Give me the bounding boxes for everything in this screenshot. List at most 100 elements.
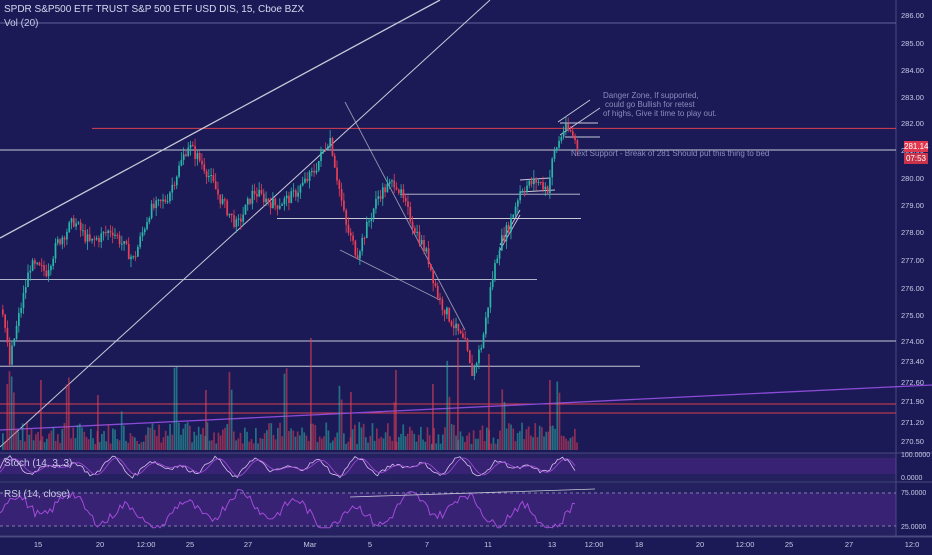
volume-bar (105, 441, 108, 450)
candle-body (420, 239, 423, 245)
candle-body (61, 237, 64, 245)
volume-bar (384, 432, 387, 450)
candle-body (82, 230, 84, 232)
volume-bar (54, 441, 57, 450)
candle-body (416, 231, 419, 233)
candle-body (381, 187, 384, 199)
stoch-k-line (0, 455, 576, 479)
candle-body (439, 297, 441, 300)
time-axis-label: 18 (635, 540, 643, 549)
candle-body (212, 174, 215, 182)
volume-bar (208, 440, 211, 450)
volume-bar (461, 436, 464, 450)
volume-bar (294, 436, 297, 450)
volume-bar (228, 372, 231, 450)
trendline (499, 209, 521, 246)
volume-bar (2, 433, 4, 450)
volume-bar (503, 401, 506, 450)
price-axis-label: 276.00 (901, 284, 924, 293)
volume-bar (325, 422, 328, 450)
volume-bar (76, 425, 79, 450)
volume-bar (30, 429, 33, 450)
volume-bar (525, 429, 528, 450)
volume-bar (250, 439, 253, 450)
candle-body (308, 171, 311, 181)
stoch-axis-label: 100.0000 (901, 452, 930, 459)
volume-bar (347, 441, 350, 450)
candle-body (244, 204, 247, 215)
candle-body (196, 153, 199, 159)
volume-bar (543, 436, 545, 450)
volume-bar (534, 423, 537, 450)
candle-body (178, 165, 180, 177)
candle-body (116, 234, 119, 236)
volume-bar (160, 442, 163, 450)
volume-bar (512, 428, 515, 450)
volume-bar (411, 430, 413, 450)
volume-bar (327, 430, 330, 450)
volume-bar (65, 384, 68, 450)
candle-body (368, 221, 370, 223)
candle-body (265, 198, 267, 203)
time-axis-label: 20 (96, 540, 104, 549)
volume-bar (422, 439, 424, 450)
candle-body (459, 330, 462, 334)
candle-body (4, 314, 6, 328)
time-axis-label: 25 (186, 540, 194, 549)
candle-body (230, 213, 233, 216)
volume-bar (131, 436, 134, 450)
candle-body (84, 230, 87, 242)
volume-bar (389, 436, 391, 450)
candle-body (164, 199, 167, 203)
candle-body (240, 218, 242, 222)
candle-body (436, 285, 439, 298)
candle-body (386, 183, 389, 193)
candle-body (166, 201, 169, 203)
candle-body (347, 224, 350, 233)
volume-bar (261, 438, 264, 450)
volume-bar (532, 437, 534, 450)
chart-title: SPDR S&P500 ETF TRUST S&P 500 ETF USD DI… (4, 4, 305, 15)
candle-body (269, 202, 272, 209)
volume-bar (263, 433, 266, 450)
candle-body (77, 222, 80, 224)
candle-body (450, 321, 453, 326)
volume-bar (32, 440, 35, 450)
volume-bar (310, 338, 312, 450)
candle-body (496, 258, 499, 264)
volume-bar (395, 370, 397, 450)
volume-bar (571, 436, 574, 450)
volume-bar (514, 441, 517, 450)
candle-body (281, 204, 283, 206)
candle-body (574, 135, 576, 141)
candle-body (59, 239, 61, 245)
volume-bar (468, 432, 471, 450)
volume-bar (48, 433, 50, 450)
volume-bar (246, 431, 248, 450)
volume-bar (466, 435, 468, 450)
rsi-label: RSI (14, close) (4, 489, 71, 500)
time-axis-label: 7 (425, 540, 429, 549)
volume-bar (114, 429, 116, 450)
volume-bar (13, 392, 15, 450)
candle-body (224, 199, 226, 201)
volume-bar (219, 435, 222, 450)
volume-bar (46, 438, 48, 450)
candle-body (8, 342, 11, 365)
volume-bar (61, 429, 64, 450)
volume-bar (24, 441, 26, 450)
volume-bar (272, 434, 275, 450)
volume-bar (541, 427, 543, 450)
candle-body (93, 238, 96, 240)
candle-body (175, 176, 178, 186)
candle-body (157, 199, 160, 201)
volume-bar (147, 427, 149, 450)
volume-bar (279, 422, 281, 450)
volume-bar (530, 435, 532, 450)
volume-bar (547, 431, 550, 450)
candle-body (45, 270, 48, 277)
candle-body (31, 260, 34, 271)
price-axis-label: 279.00 (901, 201, 924, 210)
